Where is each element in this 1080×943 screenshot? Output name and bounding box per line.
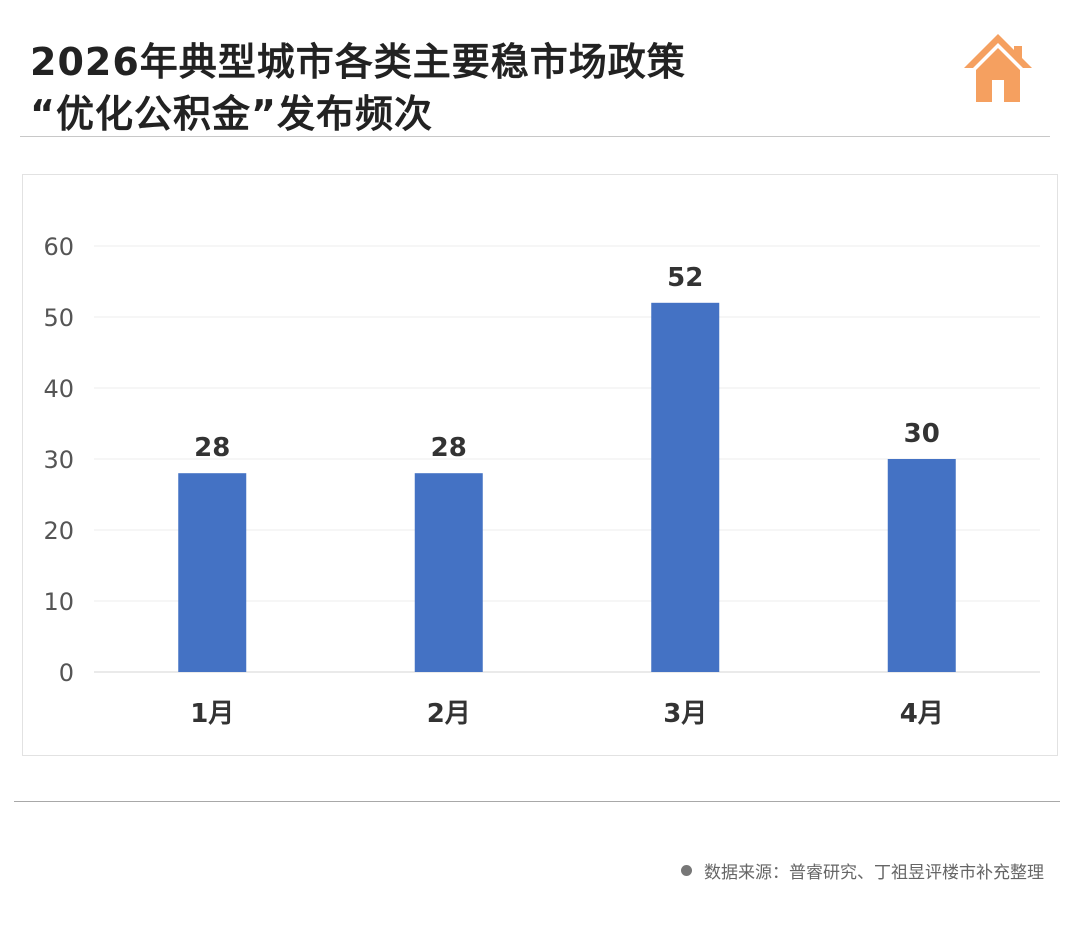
y-tick-label: 30 <box>43 446 74 474</box>
house-icon <box>964 34 1032 102</box>
data-label: 28 <box>194 433 230 463</box>
chart-frame <box>22 174 1058 756</box>
y-tick-label: 50 <box>43 304 74 332</box>
x-tick-label: 3月 <box>663 699 707 729</box>
chart-title-line2: “优化公积金”发布频次 <box>30 92 433 136</box>
y-tick-label: 10 <box>43 588 74 616</box>
chart-title-line1: 2026年典型城市各类主要稳市场政策 <box>30 40 686 84</box>
x-tick-label: 2月 <box>427 699 471 729</box>
bullet-icon <box>681 865 692 876</box>
bar <box>414 473 483 672</box>
title-divider <box>20 136 1050 137</box>
y-tick-label: 0 <box>59 659 74 687</box>
bar <box>887 459 956 672</box>
data-label: 52 <box>667 263 703 293</box>
data-label: 30 <box>904 419 940 449</box>
data-label: 28 <box>431 433 467 463</box>
x-tick-label: 4月 <box>900 699 944 729</box>
y-tick-label: 60 <box>43 233 74 261</box>
bar <box>651 302 720 672</box>
y-tick-label: 40 <box>43 375 74 403</box>
data-source: 数据来源：普睿研究、丁祖昱评楼市补充整理 <box>681 858 1044 883</box>
data-source-text: 数据来源：普睿研究、丁祖昱评楼市补充整理 <box>704 863 1044 883</box>
chart-title: 2026年典型城市各类主要稳市场政策 “优化公积金”发布频次 <box>30 36 686 140</box>
footer-divider <box>14 801 1060 802</box>
x-tick-label: 1月 <box>190 699 234 729</box>
y-tick-label: 20 <box>43 517 74 545</box>
bar <box>178 473 247 672</box>
